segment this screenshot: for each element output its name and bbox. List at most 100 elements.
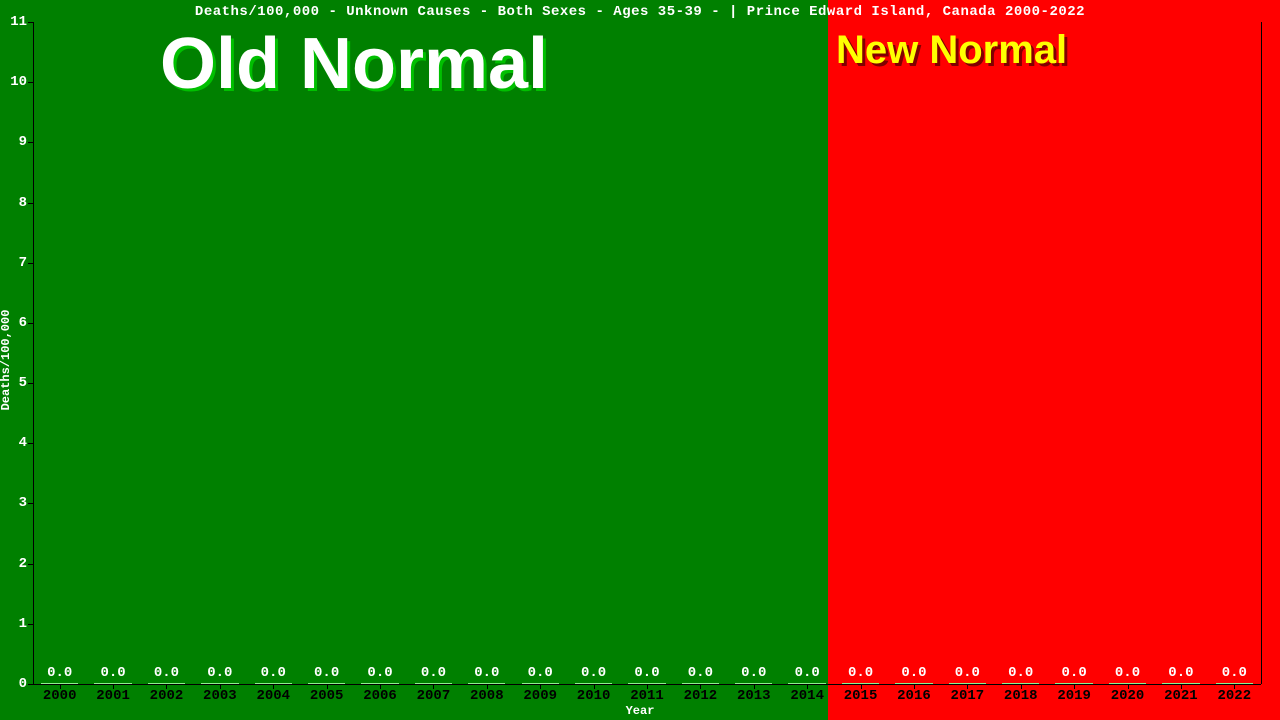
x-tick-label: 2021 — [1164, 688, 1198, 704]
x-tick-label: 2006 — [363, 688, 397, 704]
x-tick-mark — [914, 684, 915, 689]
y-tick-label: 1 — [19, 616, 27, 632]
bar-value-label: 0.0 — [474, 665, 499, 681]
chart-root: Deaths/100,000 - Unknown Causes - Both S… — [0, 0, 1280, 720]
bar-value-label: 0.0 — [314, 665, 339, 681]
y-tick-label: 11 — [10, 14, 27, 30]
x-tick-mark — [60, 684, 61, 689]
x-tick-label: 2000 — [43, 688, 77, 704]
bar-value-label: 0.0 — [1168, 665, 1193, 681]
bar-value-label: 0.0 — [154, 665, 179, 681]
x-tick-label: 2015 — [844, 688, 878, 704]
x-tick-label: 2003 — [203, 688, 237, 704]
x-tick-label: 2007 — [417, 688, 451, 704]
y-tick-label: 4 — [19, 435, 27, 451]
y-tick-label: 3 — [19, 495, 27, 511]
x-tick-label: 2013 — [737, 688, 771, 704]
x-tick-label: 2014 — [790, 688, 824, 704]
y-tick-mark — [28, 22, 33, 23]
bar — [94, 683, 131, 684]
y-tick-mark — [28, 624, 33, 625]
bar-value-label: 0.0 — [1222, 665, 1247, 681]
x-tick-mark — [380, 684, 381, 689]
x-tick-label: 2020 — [1111, 688, 1145, 704]
x-tick-mark — [220, 684, 221, 689]
bar — [895, 683, 932, 684]
annotation-old-normal: Old Normal — [160, 28, 548, 100]
x-tick-mark — [700, 684, 701, 689]
bar — [1055, 683, 1092, 684]
bar — [735, 683, 772, 684]
bar — [415, 683, 452, 684]
x-tick-label: 2017 — [951, 688, 985, 704]
x-axis-label: Year — [0, 704, 1280, 718]
x-tick-label: 2016 — [897, 688, 931, 704]
bar — [1002, 683, 1039, 684]
bar — [522, 683, 559, 684]
x-tick-mark — [540, 684, 541, 689]
y-tick-label: 7 — [19, 255, 27, 271]
bar-value-label: 0.0 — [47, 665, 72, 681]
chart-title: Deaths/100,000 - Unknown Causes - Both S… — [0, 4, 1280, 20]
y-tick-mark — [28, 263, 33, 264]
background-left-region — [0, 0, 828, 720]
x-tick-label: 2022 — [1217, 688, 1251, 704]
y-tick-mark — [28, 684, 33, 685]
bar — [842, 683, 879, 684]
x-tick-label: 2010 — [577, 688, 611, 704]
bar-value-label: 0.0 — [421, 665, 446, 681]
bar-value-label: 0.0 — [528, 665, 553, 681]
x-tick-mark — [113, 684, 114, 689]
background-right-region — [828, 0, 1280, 720]
bar — [628, 683, 665, 684]
x-tick-mark — [1021, 684, 1022, 689]
x-tick-label: 2009 — [523, 688, 557, 704]
bar-value-label: 0.0 — [100, 665, 125, 681]
x-tick-label: 2004 — [256, 688, 290, 704]
y-axis-line-left — [33, 22, 34, 684]
x-tick-label: 2011 — [630, 688, 664, 704]
y-tick-mark — [28, 142, 33, 143]
x-tick-mark — [861, 684, 862, 689]
y-tick-mark — [28, 203, 33, 204]
bar-value-label: 0.0 — [261, 665, 286, 681]
y-tick-label: 5 — [19, 375, 27, 391]
bar-value-label: 0.0 — [1008, 665, 1033, 681]
bar — [255, 683, 292, 684]
x-tick-mark — [1074, 684, 1075, 689]
bar-value-label: 0.0 — [634, 665, 659, 681]
y-tick-mark — [28, 383, 33, 384]
x-tick-mark — [1128, 684, 1129, 689]
bar — [682, 683, 719, 684]
bar — [788, 683, 825, 684]
x-tick-label: 2008 — [470, 688, 504, 704]
x-tick-mark — [166, 684, 167, 689]
bar — [308, 683, 345, 684]
x-tick-label: 2012 — [684, 688, 718, 704]
bar-value-label: 0.0 — [688, 665, 713, 681]
x-tick-mark — [807, 684, 808, 689]
bar-value-label: 0.0 — [848, 665, 873, 681]
bar — [949, 683, 986, 684]
x-tick-mark — [433, 684, 434, 689]
bar — [575, 683, 612, 684]
bar — [1216, 683, 1253, 684]
x-tick-label: 2019 — [1057, 688, 1091, 704]
bar-value-label: 0.0 — [901, 665, 926, 681]
bar — [361, 683, 398, 684]
bar-value-label: 0.0 — [581, 665, 606, 681]
x-tick-label: 2002 — [150, 688, 184, 704]
bar-value-label: 0.0 — [741, 665, 766, 681]
y-tick-label: 10 — [10, 74, 27, 90]
y-tick-label: 9 — [19, 134, 27, 150]
y-axis-label: Deaths/100,000 — [0, 310, 13, 411]
x-tick-mark — [754, 684, 755, 689]
x-tick-mark — [327, 684, 328, 689]
bar-value-label: 0.0 — [795, 665, 820, 681]
bar-value-label: 0.0 — [1115, 665, 1140, 681]
x-tick-mark — [1181, 684, 1182, 689]
bar — [1162, 683, 1199, 684]
y-tick-label: 6 — [19, 315, 27, 331]
x-tick-label: 2001 — [96, 688, 130, 704]
bar — [41, 683, 78, 684]
